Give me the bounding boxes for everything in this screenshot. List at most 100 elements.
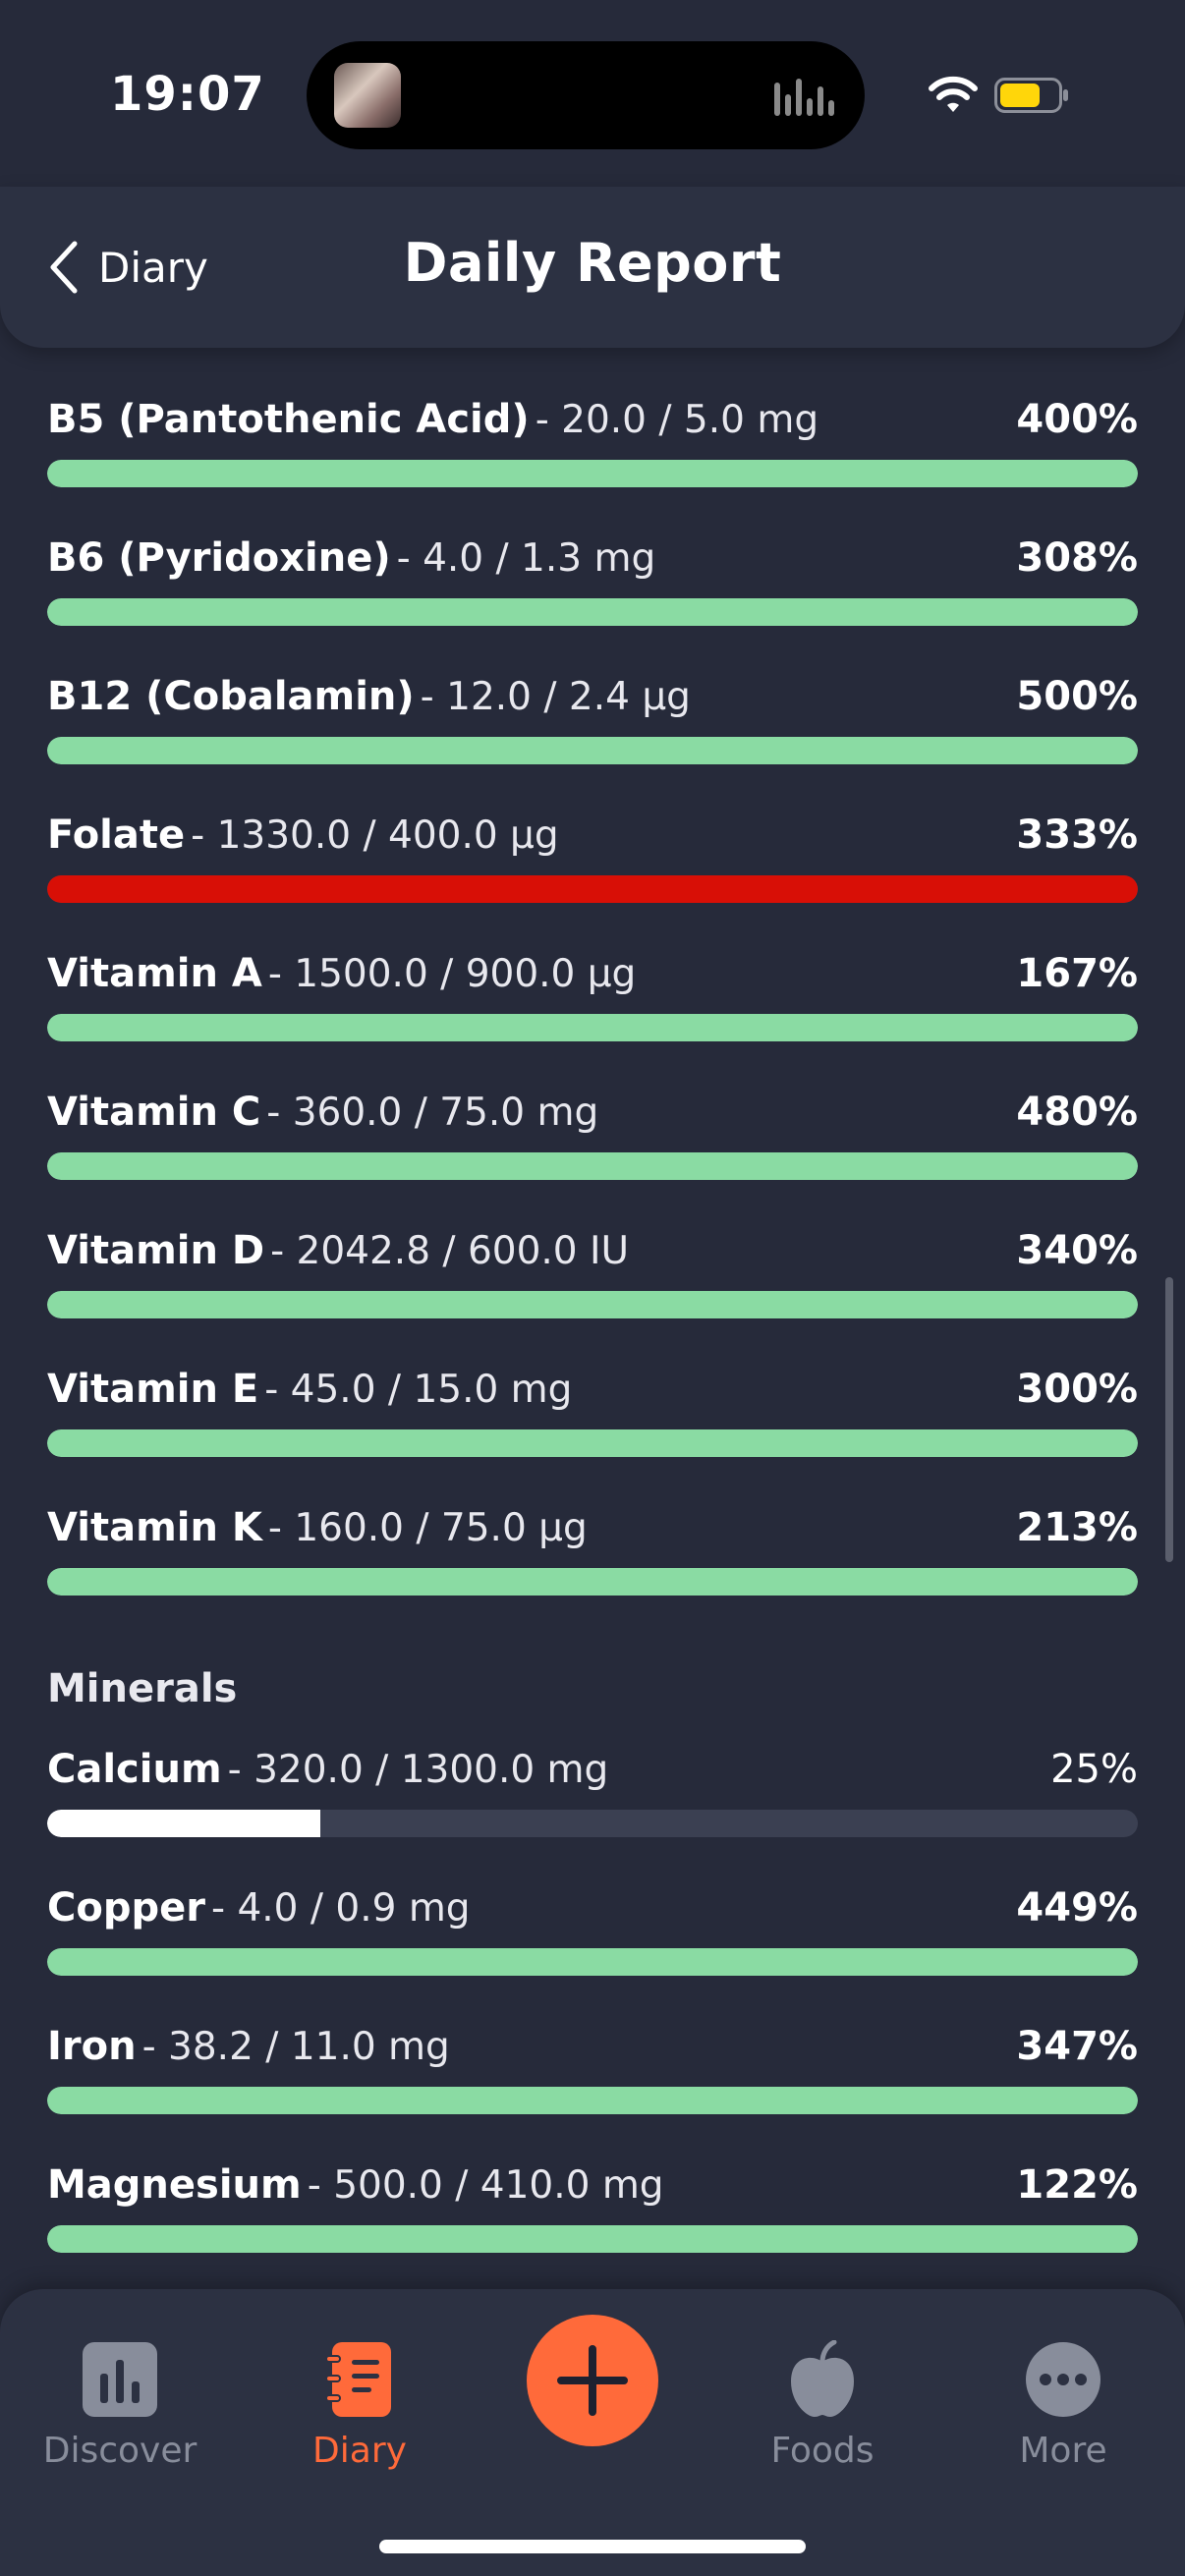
back-label: Diary [98,243,208,292]
tab-label: More [1019,2431,1107,2471]
progress-bar [47,875,1138,903]
tab-foods[interactable]: Foods [724,2311,921,2471]
back-button[interactable]: Diary [47,236,208,299]
nutrient-percent: 400% [1016,397,1138,442]
chevron-left-icon [50,241,78,294]
progress-bar [47,2087,1138,2114]
tab-label: Discover [42,2431,198,2471]
progress-bar [47,1948,1138,1976]
nutrient-name: B12 (Cobalamin) [47,674,415,719]
nutrient-percent: 500% [1016,674,1138,719]
nutrient-amount: - 2042.8 / 600.0 IU [270,1229,630,1273]
nutrient-amount: - 12.0 / 2.4 µg [420,675,691,719]
tab-more[interactable]: More [965,2311,1161,2471]
progress-fill [47,2225,1138,2253]
nutrient-name: Iron [47,2024,137,2069]
home-indicator[interactable] [379,2540,806,2553]
progress-fill [47,737,1138,764]
progress-bar [47,1810,1138,1837]
nutrient-row-folate[interactable]: Folate - 1330.0 / 400.0 µg 333% [47,812,1138,930]
status-time: 19:07 [110,67,265,122]
nutrient-percent: 213% [1016,1505,1138,1550]
nutrient-amount: - 45.0 / 15.0 mg [264,1368,573,1412]
nutrient-percent: 347% [1016,2024,1138,2069]
scrollbar[interactable] [1165,1277,1173,1562]
dynamic-island[interactable] [307,41,865,149]
nutrient-row-b12[interactable]: B12 (Cobalamin) - 12.0 / 2.4 µg 500% [47,674,1138,792]
navigation-header: Diary Daily Report [0,187,1185,348]
progress-bar [47,1568,1138,1596]
progress-bar [47,1014,1138,1041]
nutrient-name: B6 (Pyridoxine) [47,535,391,581]
wifi-icon [929,76,978,112]
nutrient-percent: 25% [1050,1747,1138,1792]
progress-fill [47,1948,1138,1976]
nutrient-amount: - 38.2 / 11.0 mg [141,2025,450,2069]
nutrient-name: Vitamin D [47,1228,265,1273]
nutrient-name: Vitamin E [47,1367,259,1412]
chart-icon [83,2342,157,2417]
progress-fill [47,598,1138,626]
audio-waveform-icon [774,75,837,116]
plus-icon [557,2345,628,2416]
progress-fill [47,1152,1138,1180]
nutrient-row-vitamin-k[interactable]: Vitamin K- 160.0 / 75.0 µg 213% [47,1505,1138,1623]
more-icon [1026,2342,1100,2417]
nutrient-amount: - 4.0 / 1.3 mg [396,536,656,581]
status-bar: 19:07 [0,0,1185,187]
tab-label: Diary [312,2431,407,2471]
nutrient-amount: - 360.0 / 75.0 mg [266,1091,599,1135]
progress-bar [47,1152,1138,1180]
nutrient-row-vitamin-c[interactable]: Vitamin C- 360.0 / 75.0 mg 480% [47,1090,1138,1207]
nutrient-row-b5[interactable]: B5 (Pantothenic Acid) - 20.0 / 5.0 mg 400… [47,397,1138,515]
nutrient-row-calcium[interactable]: Calcium - 320.0 / 1300.0 mg 25% [47,1747,1138,1865]
progress-fill [47,460,1138,487]
progress-fill [47,1014,1138,1041]
add-button[interactable] [527,2315,658,2446]
nutrient-row-b6[interactable]: B6 (Pyridoxine) - 4.0 / 1.3 mg 308% [47,535,1138,653]
nutrient-row-copper[interactable]: Copper - 4.0 / 0.9 mg 449% [47,1885,1138,2003]
nutrient-row-magnesium[interactable]: Magnesium - 500.0 / 410.0 mg 122% [47,2162,1138,2280]
nutrient-amount: - 1330.0 / 400.0 µg [191,813,559,858]
nutrient-percent: 340% [1016,1228,1138,1273]
nutrient-amount: - 160.0 / 75.0 µg [267,1506,588,1550]
nutrient-percent: 300% [1016,1367,1138,1412]
nutrient-name: Vitamin C [47,1090,261,1135]
progress-bar [47,2225,1138,2253]
minerals-heading: Minerals [47,1666,238,1711]
nutrient-amount: - 320.0 / 1300.0 mg [227,1748,609,1792]
nutrient-name: B5 (Pantothenic Acid) [47,397,530,442]
report-content[interactable]: B5 (Pantothenic Acid) - 20.0 / 5.0 mg 400… [0,348,1185,2293]
progress-bar [47,598,1138,626]
battery-icon [994,78,1068,113]
nutrient-name: Vitamin K [47,1505,262,1550]
nutrient-name: Vitamin A [47,951,262,996]
progress-fill [47,1568,1138,1596]
progress-bar [47,1291,1138,1318]
progress-bar [47,737,1138,764]
progress-fill [47,1810,320,1837]
progress-bar [47,1429,1138,1457]
nutrient-percent: 167% [1016,951,1138,996]
page-title: Daily Report [403,232,782,294]
progress-fill [47,2087,1138,2114]
tab-discover[interactable]: Discover [22,2311,218,2471]
tab-diary[interactable]: Diary [261,2311,458,2471]
nutrient-amount: - 20.0 / 5.0 mg [535,398,819,442]
nutrient-row-vitamin-d[interactable]: Vitamin D- 2042.8 / 600.0 IU 340% [47,1228,1138,1346]
nutrient-percent: 449% [1016,1885,1138,1931]
nutrient-row-iron[interactable]: Iron - 38.2 / 11.0 mg 347% [47,2024,1138,2142]
nutrient-row-vitamin-a[interactable]: Vitamin A- 1500.0 / 900.0 µg 167% [47,951,1138,1069]
nutrient-name: Magnesium [47,2162,302,2208]
nutrient-row-vitamin-e[interactable]: Vitamin E- 45.0 / 15.0 mg 300% [47,1367,1138,1484]
notebook-icon [325,2342,391,2417]
nutrient-percent: 480% [1016,1090,1138,1135]
nutrient-amount: - 500.0 / 410.0 mg [307,2163,664,2208]
progress-bar [47,460,1138,487]
nutrient-percent: 122% [1016,2162,1138,2208]
apple-icon [791,2340,854,2417]
progress-fill [47,1291,1138,1318]
nutrient-amount: - 1500.0 / 900.0 µg [267,952,637,996]
progress-fill [47,875,1138,903]
nutrient-percent: 308% [1016,535,1138,581]
